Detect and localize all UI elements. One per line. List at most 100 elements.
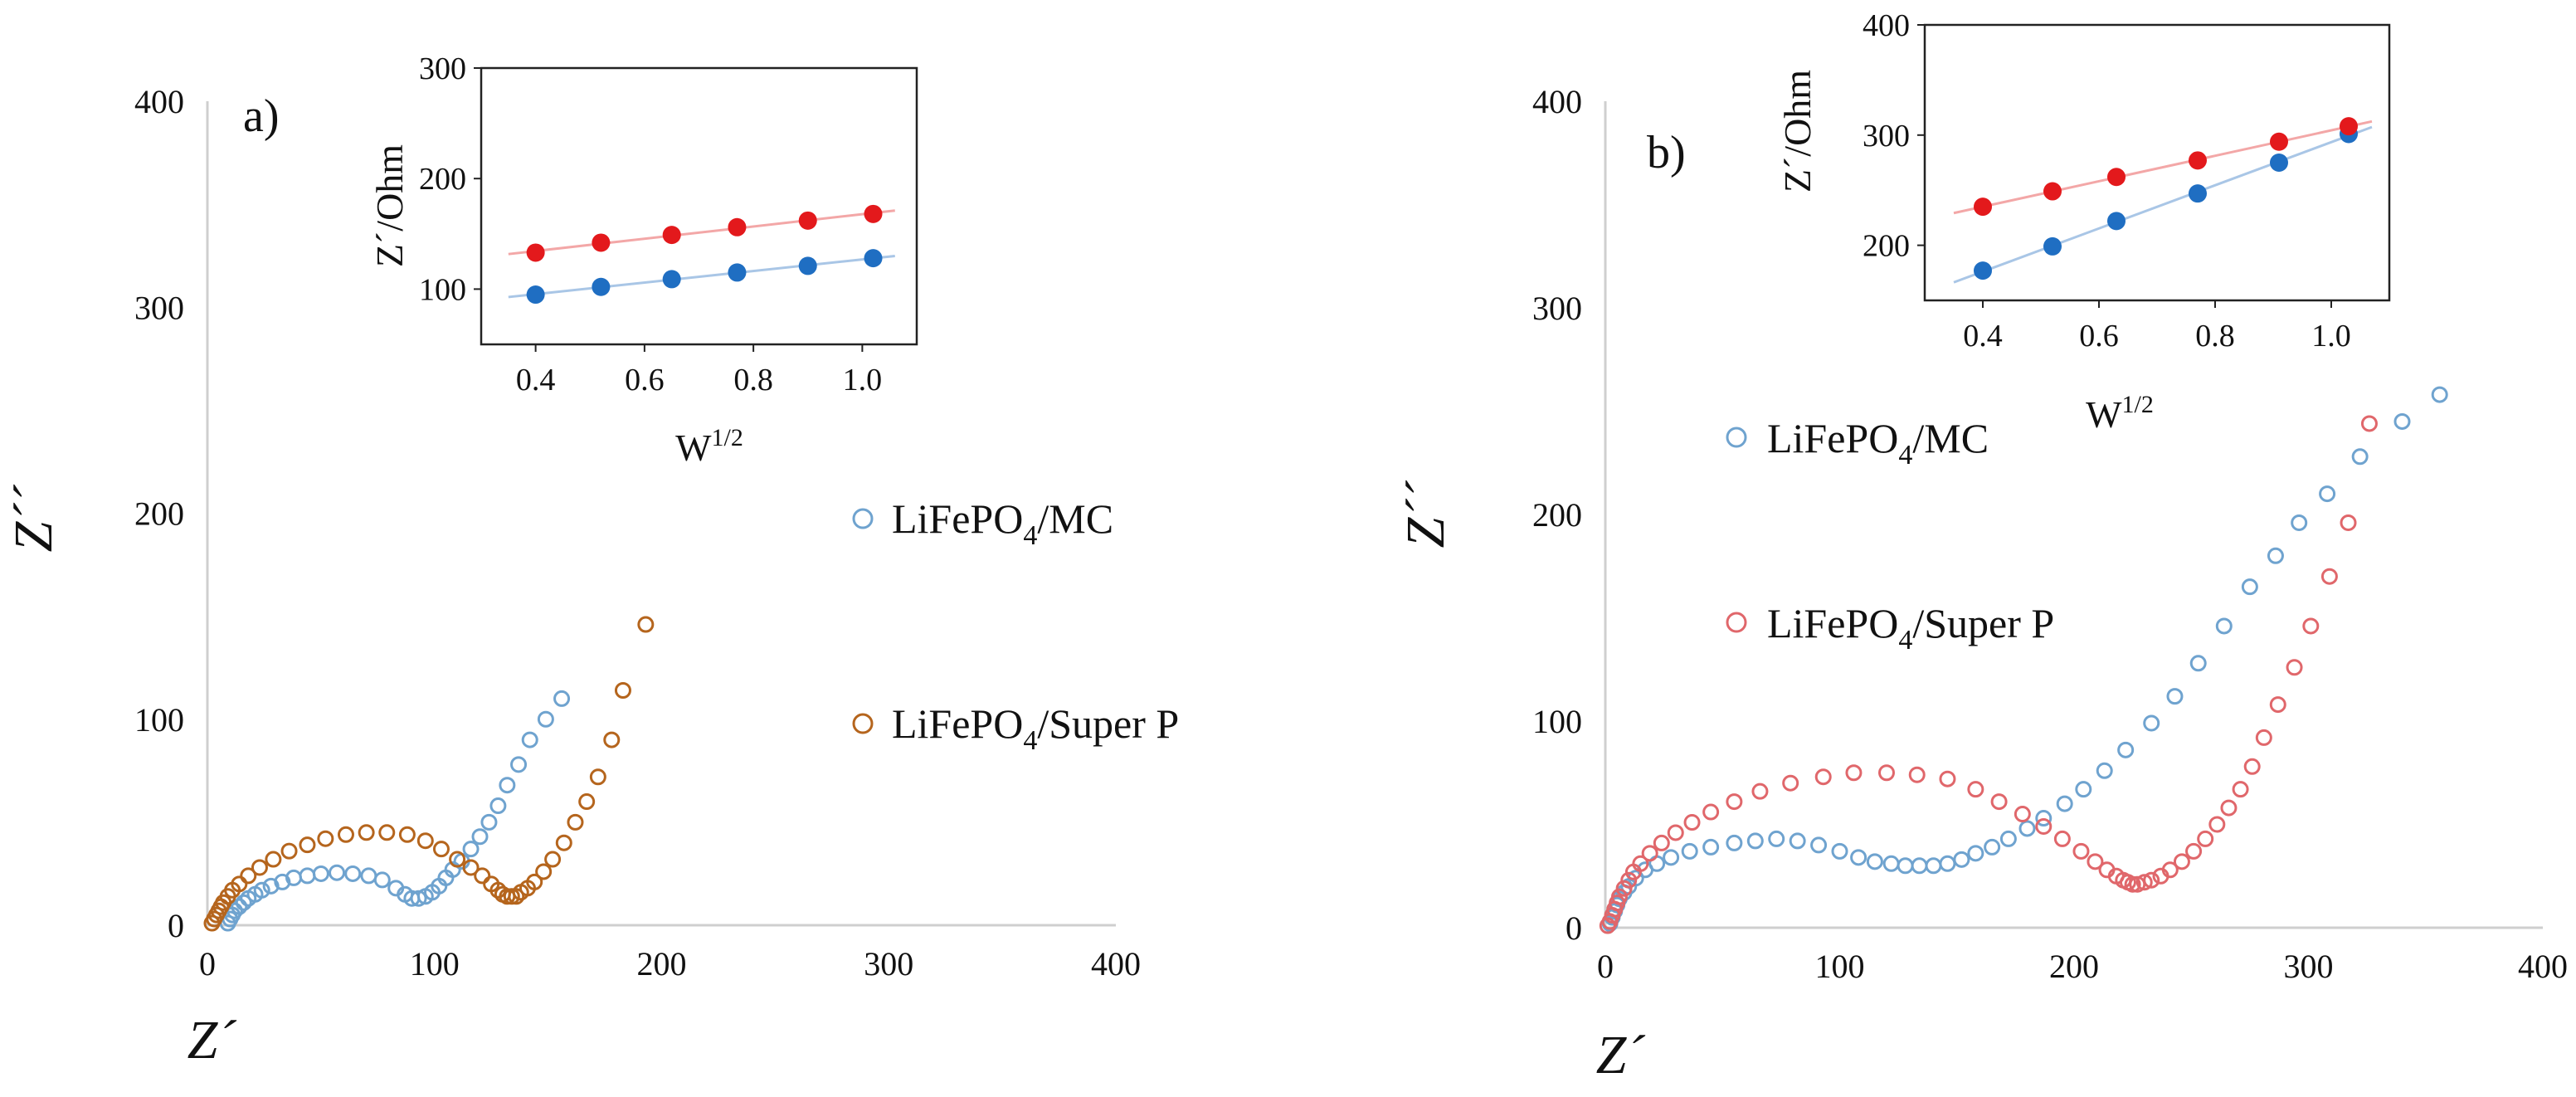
data-point	[337, 826, 354, 843]
data-point	[2096, 762, 2113, 779]
data-point	[510, 756, 528, 773]
inset-y-tick-label: 200	[1863, 229, 1910, 264]
data-point	[240, 867, 257, 885]
data-point	[2286, 659, 2303, 676]
x-tick-label: 300	[2284, 948, 2334, 985]
data-point	[2161, 861, 2179, 879]
legend-label-suffix: /MC	[1912, 415, 1989, 461]
data-point	[378, 824, 396, 841]
y-tick-label: 300	[1532, 290, 1582, 327]
data-point	[1632, 855, 1649, 872]
y-tick-label: 400	[1532, 83, 1582, 120]
inset-x-tick-label: 0.8	[733, 363, 773, 397]
data-point	[444, 861, 461, 878]
inset-data-point	[2270, 154, 2288, 172]
data-point	[555, 834, 572, 851]
inset-data-point	[2043, 182, 2062, 201]
data-point	[1702, 803, 1720, 821]
data-point	[2072, 842, 2090, 860]
data-point	[553, 690, 571, 707]
data-point	[2220, 799, 2238, 817]
data-point	[1653, 834, 1670, 851]
x-tick-label: 0	[1597, 948, 1614, 985]
data-point	[1939, 855, 1956, 872]
inset-y-tick-label: 200	[419, 162, 466, 197]
data-point	[480, 813, 498, 831]
data-point	[578, 793, 596, 811]
data-point	[2185, 842, 2203, 860]
data-point	[2124, 875, 2141, 893]
data-point	[2232, 781, 2249, 798]
data-point	[416, 832, 434, 850]
y-tick-label: 300	[134, 289, 184, 326]
data-point	[2320, 568, 2338, 585]
data-point	[253, 881, 270, 899]
data-point	[344, 865, 362, 882]
data-point	[499, 777, 516, 794]
data-point	[2319, 485, 2336, 503]
inset-y-tick-label: 300	[1863, 119, 1910, 154]
data-point	[410, 890, 427, 907]
inset-x-axis-title-main: W	[675, 427, 712, 469]
data-point	[1667, 824, 1684, 841]
inset-fit-line	[508, 254, 895, 299]
data-point	[358, 824, 375, 841]
inset-data-point	[798, 256, 817, 275]
inset-x-tick-label: 0.6	[625, 363, 665, 397]
data-point	[251, 859, 268, 876]
data-point	[432, 841, 450, 858]
data-point	[2035, 817, 2053, 835]
data-point	[1866, 853, 1883, 870]
legend-label-main: LiFePO	[1767, 600, 1898, 646]
data-point	[2267, 547, 2284, 564]
inset-x-axis-title: W1/2	[2086, 391, 2154, 436]
y-tick-label: 200	[1532, 496, 1582, 534]
data-point	[1967, 781, 1984, 798]
y-tick-label: 100	[134, 701, 184, 739]
legend-label-main: LiFePO	[892, 700, 1023, 747]
inset-x-axis-title-superscript: 1/2	[2122, 391, 2154, 418]
data-point	[1746, 832, 1764, 850]
inset-x-axis-title: W1/2	[675, 424, 743, 469]
legend-label: LiFePO4/Super P	[892, 700, 1179, 756]
data-point	[1953, 851, 1970, 868]
x-tick-label: 200	[637, 945, 687, 982]
data-point	[614, 681, 631, 699]
inset-chart: 0.4 0.6 0.8 1.0 200 300 400 Z´/Ohm W1/2	[1776, 8, 2391, 436]
data-point	[2255, 729, 2272, 746]
data-point	[2351, 448, 2369, 466]
data-point	[521, 731, 538, 748]
data-point	[1663, 849, 1680, 866]
inset-data-point	[2340, 117, 2358, 136]
inset-data-point	[662, 270, 681, 289]
inset-data-point	[1974, 197, 1992, 217]
inset-y-tick-label: 400	[1863, 8, 1910, 43]
inset-frame	[480, 66, 918, 346]
data-point	[508, 888, 525, 905]
x-tick-label: 0	[199, 945, 216, 982]
data-point	[2053, 830, 2071, 847]
data-point	[373, 871, 391, 889]
inset-data-point	[592, 233, 611, 252]
inset-data-point	[526, 243, 545, 262]
data-point	[2208, 816, 2226, 833]
data-point	[1782, 774, 1799, 792]
data-point	[637, 616, 655, 633]
data-point	[589, 768, 606, 786]
inset-data-point	[1974, 261, 1992, 280]
series-super-p	[1599, 415, 2378, 934]
data-point	[2291, 514, 2308, 531]
legend-marker	[852, 713, 874, 734]
legend-label-subscript: 4	[1023, 725, 1037, 756]
inset-x-tick-label: 0.8	[2195, 319, 2235, 353]
y-axis-title: Z´´	[1395, 480, 1456, 548]
data-point	[2166, 688, 2184, 705]
x-tick-label: 100	[410, 945, 460, 982]
data-point	[1681, 842, 1698, 860]
series-mc	[219, 690, 571, 932]
legend-marker	[852, 508, 874, 529]
inset-y-tick-label: 100	[419, 272, 466, 307]
inset-data-point	[2107, 212, 2126, 231]
data-point	[2269, 696, 2286, 714]
